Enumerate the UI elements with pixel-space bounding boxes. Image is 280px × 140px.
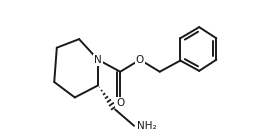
Text: N: N: [94, 55, 102, 65]
Text: O: O: [116, 98, 124, 108]
Text: O: O: [136, 55, 144, 65]
Text: NH₂: NH₂: [137, 121, 156, 131]
